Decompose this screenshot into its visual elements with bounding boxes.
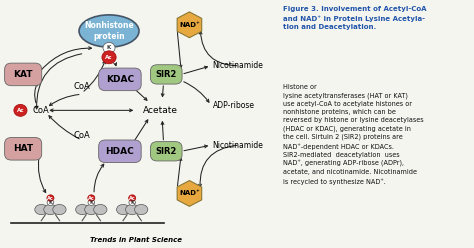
Ellipse shape [35,204,48,215]
Ellipse shape [79,15,139,47]
Ellipse shape [117,204,130,215]
Text: HAT: HAT [13,144,33,153]
Circle shape [88,195,95,201]
FancyBboxPatch shape [150,142,182,161]
Text: Nonhistone
protein: Nonhistone protein [84,21,134,41]
Text: Ac: Ac [105,55,113,60]
Text: SIR2: SIR2 [155,147,177,156]
Text: K: K [48,200,52,205]
Text: NAD⁺: NAD⁺ [179,22,200,28]
Ellipse shape [126,204,139,215]
Text: Ac: Ac [47,195,54,201]
Ellipse shape [53,204,66,215]
Text: HDAC: HDAC [106,147,134,156]
Text: CoA: CoA [73,131,90,140]
Ellipse shape [85,204,98,215]
Circle shape [47,199,54,205]
Text: Trends in Plant Science: Trends in Plant Science [90,237,182,243]
Text: Nicotinamide: Nicotinamide [212,141,264,150]
Text: CoA: CoA [33,106,49,115]
Circle shape [103,42,115,53]
Text: K: K [90,200,93,205]
Ellipse shape [94,204,107,215]
Text: Acetate: Acetate [143,106,178,115]
Text: K: K [107,45,111,50]
Circle shape [14,104,27,116]
FancyBboxPatch shape [5,137,42,160]
Text: K: K [130,200,134,205]
Text: Ac: Ac [129,195,136,201]
Circle shape [88,199,95,205]
Text: Nicotinamide: Nicotinamide [212,61,264,70]
Text: Ac: Ac [17,108,24,113]
Text: KAT: KAT [13,70,33,79]
FancyBboxPatch shape [99,140,141,163]
Text: Ac: Ac [88,195,95,201]
Text: CoA: CoA [73,82,90,91]
Text: Figure 3. Involvement of Acetyl-CoA
and NAD⁺ in Protein Lysine Acetyla-
tion and: Figure 3. Involvement of Acetyl-CoA and … [283,6,426,30]
FancyBboxPatch shape [5,63,42,86]
Circle shape [129,195,136,201]
Ellipse shape [44,204,57,215]
Polygon shape [177,12,202,38]
Text: NAD⁺: NAD⁺ [179,190,200,196]
Text: Histone or
lysine acetyltransferases (HAT or KAT)
use acetyl-CoA to acetylate hi: Histone or lysine acetyltransferases (HA… [283,84,423,185]
FancyBboxPatch shape [150,65,182,84]
Polygon shape [177,181,202,206]
Text: ADP-ribose: ADP-ribose [212,101,255,110]
Circle shape [129,199,136,205]
FancyBboxPatch shape [99,68,141,91]
Text: KDAC: KDAC [106,75,134,84]
Ellipse shape [76,204,89,215]
Circle shape [47,195,54,201]
Circle shape [102,51,116,64]
Text: SIR2: SIR2 [155,70,177,79]
Ellipse shape [135,204,148,215]
